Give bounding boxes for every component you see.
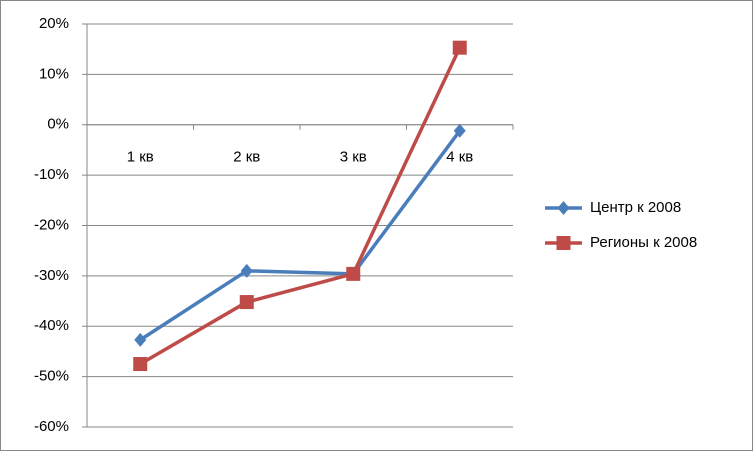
marker	[239, 295, 254, 310]
legend-label: Центр к 2008	[590, 199, 681, 216]
y-tick-label: -50%	[34, 368, 69, 385]
x-tick-label: 3 кв	[340, 149, 367, 166]
marker	[133, 357, 148, 372]
x-tick-label: 4 кв	[446, 149, 473, 166]
legend-label: Регионы к 2008	[590, 234, 697, 251]
marker	[556, 236, 571, 250]
marker	[346, 266, 361, 281]
y-tick-label: 10%	[39, 65, 69, 82]
x-tick-label: 1 кв	[127, 149, 154, 166]
marker	[557, 201, 570, 215]
y-tick-label: -30%	[34, 267, 69, 284]
marker	[134, 332, 147, 347]
y-tick-label: -10%	[34, 166, 69, 183]
marker	[452, 40, 467, 55]
marker	[240, 263, 253, 278]
x-tick-label: 2 кв	[233, 149, 260, 166]
y-tick-label: -40%	[34, 317, 69, 334]
marker	[453, 123, 466, 138]
y-tick-label: -20%	[34, 216, 69, 233]
series-line	[139, 46, 462, 366]
y-tick-label: -60%	[34, 418, 69, 435]
y-tick-label: 20%	[39, 15, 69, 32]
y-tick-label: 0%	[47, 116, 69, 133]
series-line	[139, 129, 462, 342]
